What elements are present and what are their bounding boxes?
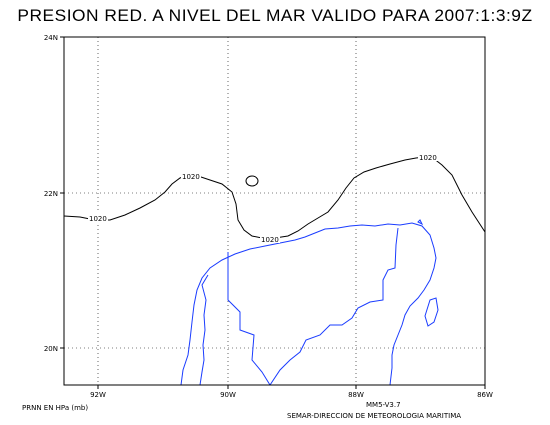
cozumel-island	[424, 297, 439, 327]
y-tick-label: 22N	[44, 190, 58, 198]
x-tick-label: 92W	[90, 391, 106, 399]
contour-label: 1020	[419, 154, 437, 162]
isobar-1020-closed	[245, 175, 259, 187]
contour-label: 1020	[182, 173, 200, 181]
x-tick-label: 86W	[477, 391, 493, 399]
contour-label: 1020	[261, 236, 279, 244]
map-frame	[63, 36, 486, 386]
contour-labels: 1020 1020 1020 1020	[88, 152, 438, 244]
y-tick-label: 20N	[44, 345, 58, 353]
contour-label: 1020	[89, 215, 107, 223]
model-label: MM5-V3.7	[366, 401, 401, 409]
x-tick-label: 90W	[220, 391, 236, 399]
units-label: PRNN EN HPa (mb)	[22, 404, 89, 412]
yucatan-coastline	[180, 222, 437, 386]
y-tick-label: 24N	[44, 34, 58, 42]
credit-label: SEMAR-DIRECCION DE METEOROLOGIA MARITIMA	[287, 412, 462, 420]
x-tick-label: 88W	[348, 391, 364, 399]
grid-lines	[64, 37, 485, 385]
isla-mujeres	[417, 219, 424, 226]
inner-boundary	[199, 227, 399, 386]
tick-marks	[60, 36, 486, 389]
map-title: PRESION RED. A NIVEL DEL MAR VALIDO PARA…	[17, 6, 533, 25]
